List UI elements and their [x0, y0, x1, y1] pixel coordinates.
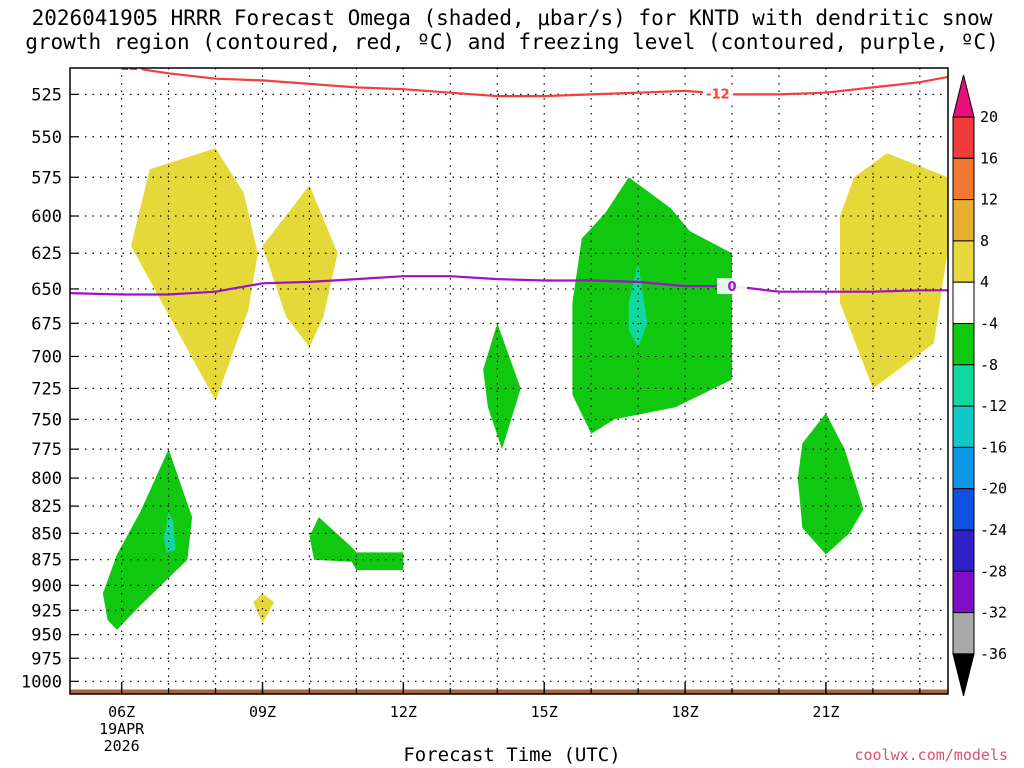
chart-title: 2026041905 HRRR Forecast Omega (shaded, …: [0, 6, 1024, 54]
omega-region-7: [572, 177, 732, 434]
contour-label-1-0: 0: [727, 280, 736, 295]
colorbar-top-arrow: [952, 74, 975, 118]
y-tick-label-850: 850: [31, 524, 62, 544]
x-tick-label-18Z: 18Z: [672, 703, 699, 721]
colorbar-label-13: -36: [980, 645, 1007, 663]
colorbar: 20 16 12 8 4 -4 -8 -12 -16 -20 -24 -28 -32 -36: [952, 74, 1007, 697]
plot-frame: [69, 67, 949, 695]
colorbar-swatch-11: [952, 570, 975, 614]
colorbar-label-2: 12: [980, 191, 998, 209]
title-line-2: growth region (contoured, red, ºC) and f…: [25, 30, 999, 54]
y-tick-label-525: 525: [31, 85, 62, 105]
y-axis-pressure: 525 550 575 600 625 650 675 700 725 750 775 800 825 8…: [21, 85, 78, 692]
omega-region-9: [628, 263, 648, 348]
x-year-label: 2026: [104, 737, 140, 755]
contour-line-1: [70, 275, 948, 296]
colorbar-swatch-12: [952, 612, 975, 655]
colorbar-swatch-4: [952, 281, 975, 325]
y-tick-label-600: 600: [31, 207, 62, 227]
x-tick-label-06Z: 06Z: [108, 703, 135, 721]
contour-line-0: [133, 68, 948, 98]
omega-region-8: [797, 413, 864, 555]
contour-label-bg: [111, 68, 142, 74]
surface-strip: [70, 689, 948, 694]
colorbar-label-9: -20: [980, 480, 1007, 498]
colorbar-swatch-10: [952, 529, 975, 572]
contour-layer: -12 -12 0: [70, 59, 948, 296]
omega-region-3: [253, 593, 275, 623]
omega-region-1: [262, 185, 338, 348]
colorbar-label-12: -32: [980, 604, 1007, 622]
y-tick-label-675: 675: [31, 314, 62, 334]
y-tick-label-775: 775: [31, 440, 62, 460]
y-tick-label-650: 650: [31, 280, 62, 300]
omega-region-0: [131, 148, 258, 401]
colorbar-label-1: 16: [980, 149, 998, 167]
colorbar-swatch-2: [952, 199, 975, 242]
contour-label-bg: [702, 85, 733, 102]
x-axis-title: Forecast Time (UTC): [403, 744, 621, 766]
omega-region-10: [163, 511, 176, 553]
colorbar-swatch-1: [952, 157, 975, 201]
omega-shading-layer: [70, 148, 948, 694]
colorbar-label-11: -28: [980, 562, 1007, 580]
colorbar-label-7: -12: [980, 397, 1007, 415]
colorbar-label-4: 4: [980, 273, 989, 291]
colorbar-swatch-8: [952, 446, 975, 490]
colorbar-bottom-arrow: [952, 653, 975, 697]
y-tick-label-800: 800: [31, 469, 62, 489]
omega-region-2: [840, 153, 948, 389]
colorbar-swatch-5: [952, 323, 975, 366]
y-tick-label-750: 750: [31, 410, 62, 430]
y-tick-label-950: 950: [31, 626, 62, 646]
x-tick-label-09Z: 09Z: [249, 703, 276, 721]
contour-label-bg: [717, 278, 748, 295]
contour-label-0-1: -12: [706, 87, 730, 102]
colorbar-swatch-3: [952, 240, 975, 283]
y-tick-label-550: 550: [31, 128, 62, 148]
y-tick-label-875: 875: [31, 551, 62, 571]
colorbar-label-8: -16: [980, 438, 1007, 456]
colorbar-swatch-7: [952, 405, 975, 448]
y-tick-label-825: 825: [31, 497, 62, 517]
colorbar-label-10: -24: [980, 521, 1007, 539]
colorbar-swatch-0: [952, 116, 975, 159]
omega-region-4: [102, 449, 193, 630]
y-tick-label-925: 925: [31, 601, 62, 621]
colorbar-swatch-9: [952, 488, 975, 531]
y-tick-label-900: 900: [31, 576, 62, 596]
title-line-1: 2026041905 HRRR Forecast Omega (shaded, …: [31, 6, 993, 30]
y-tick-label-975: 975: [31, 649, 62, 669]
credit-link[interactable]: coolwx.com/models: [854, 746, 1008, 764]
colorbar-label-5: -4: [980, 315, 998, 333]
x-date-label: 19APR: [99, 720, 145, 738]
colorbar-label-0: 20: [980, 108, 998, 126]
y-tick-label-1000: 1000: [21, 672, 62, 692]
colorbar-label-6: -8: [980, 356, 998, 374]
colorbar-label-3: 8: [980, 232, 989, 250]
omega-region-6: [483, 323, 521, 450]
x-tick-label-12Z: 12Z: [390, 703, 417, 721]
x-tick-label-15Z: 15Z: [531, 703, 558, 721]
y-tick-label-725: 725: [31, 379, 62, 399]
y-tick-label-575: 575: [31, 168, 62, 188]
colorbar-swatch-6: [952, 364, 975, 407]
y-tick-label-700: 700: [31, 347, 62, 367]
y-tick-label-625: 625: [31, 244, 62, 264]
contour-label-0-0: -12: [115, 59, 139, 74]
omega-region-5: [309, 517, 404, 571]
x-tick-label-21Z: 21Z: [812, 703, 839, 721]
